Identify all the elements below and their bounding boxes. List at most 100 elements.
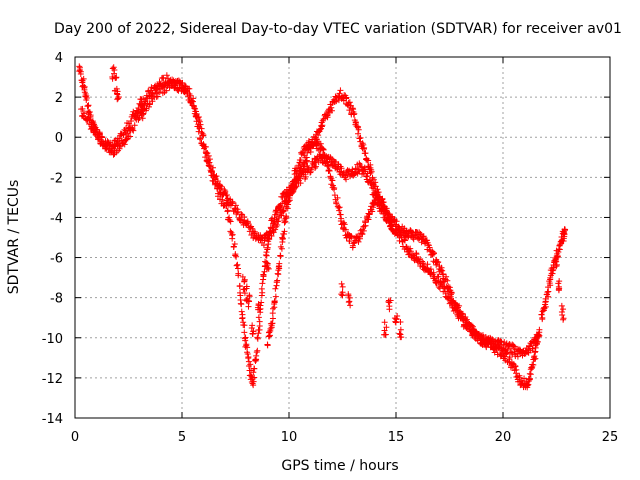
data-point <box>110 151 117 158</box>
data-point <box>260 272 267 279</box>
data-point <box>208 168 215 175</box>
data-point <box>346 238 353 245</box>
x-tick-label: 20 <box>495 430 512 445</box>
data-point <box>163 72 170 79</box>
data-point <box>446 284 453 291</box>
data-point <box>249 225 256 232</box>
data-point <box>271 299 278 306</box>
data-point <box>260 242 267 249</box>
data-point <box>370 176 377 183</box>
data-point <box>81 110 88 117</box>
data-point <box>550 264 557 271</box>
data-point <box>301 152 308 159</box>
data-point <box>320 146 327 153</box>
data-point <box>372 179 379 186</box>
data-point <box>318 122 325 129</box>
data-point <box>374 186 381 193</box>
data-point <box>466 321 473 328</box>
data-point <box>435 273 442 280</box>
data-point <box>174 79 181 86</box>
data-point <box>139 106 146 113</box>
data-point <box>312 134 319 141</box>
data-point <box>355 123 362 130</box>
data-point <box>235 272 242 279</box>
data-point <box>253 349 260 356</box>
data-point <box>175 87 182 94</box>
data-point <box>352 119 359 126</box>
data-point <box>80 75 87 82</box>
data-point <box>153 86 160 93</box>
data-point <box>255 330 262 337</box>
data-point <box>343 94 350 101</box>
data-point <box>366 211 373 218</box>
data-point <box>131 122 138 129</box>
data-point <box>264 260 271 267</box>
y-tick-label: -14 <box>42 412 63 427</box>
data-point <box>367 170 374 176</box>
chart-title: Day 200 of 2022, Sidereal Day-to-day VTE… <box>54 21 622 37</box>
data-point <box>255 314 262 321</box>
data-point <box>358 163 365 170</box>
data-point <box>417 230 424 237</box>
data-point <box>213 173 220 180</box>
data-point <box>288 184 295 191</box>
data-point <box>244 350 251 357</box>
data-point <box>513 373 520 380</box>
data-point <box>245 297 252 304</box>
data-point <box>236 283 243 290</box>
data-point <box>336 204 343 211</box>
data-point <box>272 293 279 300</box>
data-point <box>530 361 537 368</box>
data-point <box>138 101 145 108</box>
data-point <box>280 207 287 214</box>
data-point <box>110 64 117 71</box>
data-point <box>387 223 394 230</box>
data-point <box>245 303 252 310</box>
data-point <box>76 64 83 71</box>
data-point <box>507 345 514 352</box>
data-point <box>233 253 240 260</box>
data-point <box>430 269 437 276</box>
data-point <box>79 105 86 112</box>
data-point <box>258 285 265 292</box>
data-point <box>250 369 257 376</box>
data-point <box>297 180 304 187</box>
data-point <box>83 94 90 101</box>
data-point <box>448 289 455 296</box>
data-point <box>232 251 239 258</box>
data-point <box>277 252 284 259</box>
data-point <box>443 273 450 280</box>
data-point <box>304 143 311 150</box>
data-point <box>350 111 357 118</box>
data-point <box>467 322 474 329</box>
data-point <box>212 173 219 180</box>
data-point <box>542 303 549 310</box>
data-point <box>326 167 333 174</box>
data-point <box>234 265 241 272</box>
data-point <box>525 381 532 388</box>
plot-frame <box>74 56 611 419</box>
data-point <box>559 311 566 318</box>
data-point <box>186 85 193 92</box>
data-point <box>339 292 346 299</box>
y-tick-label: -2 <box>50 171 63 186</box>
data-point <box>264 341 271 348</box>
data-point <box>172 78 179 85</box>
data-point <box>339 283 346 290</box>
data-point <box>345 99 352 106</box>
data-point <box>109 65 116 72</box>
data-point <box>336 207 343 214</box>
data-point <box>127 117 134 124</box>
data-point <box>86 116 93 123</box>
data-point <box>267 325 274 332</box>
data-point <box>239 273 246 280</box>
data-point <box>382 331 389 338</box>
data-point <box>113 74 120 81</box>
data-point <box>341 221 348 228</box>
data-point <box>204 149 211 156</box>
data-point <box>238 211 245 218</box>
data-point <box>263 259 270 266</box>
y-axis-label: SDTVAR / TECUs <box>6 180 22 295</box>
data-point <box>254 335 261 342</box>
data-point <box>329 177 336 184</box>
